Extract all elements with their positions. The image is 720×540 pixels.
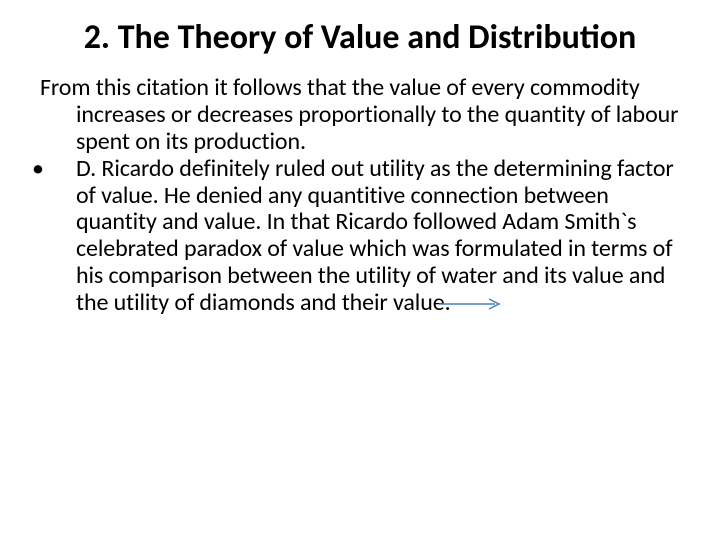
slide-title: 2. The Theory of Value and Distribution: [40, 18, 680, 57]
bullet-text: D. Ricardo definitely ruled out utility …: [76, 154, 674, 317]
bullet-item: •D. Ricardo definitely ruled out utility…: [76, 156, 680, 318]
slide-body: From this citation it follows that the v…: [40, 75, 680, 318]
arrow-icon: [459, 291, 507, 318]
slide: 2. The Theory of Value and Distribution …: [0, 0, 720, 540]
bullet-marker: •: [54, 156, 76, 183]
intro-paragraph: From this citation it follows that the v…: [76, 75, 680, 156]
